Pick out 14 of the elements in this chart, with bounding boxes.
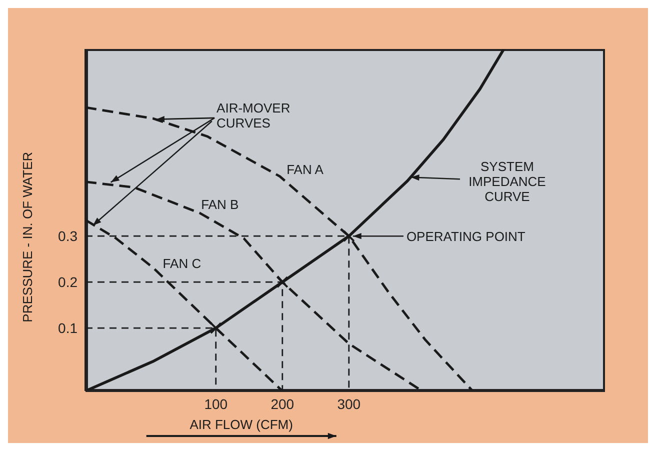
y-tick-label: 0.3 — [58, 228, 78, 244]
x-tick-label: 300 — [337, 396, 361, 412]
y-tick-label: 0.1 — [58, 320, 78, 336]
x-axis-title: AIR FLOW (CFM) — [190, 417, 293, 432]
x-tick-label: 100 — [204, 396, 228, 412]
annotation: FAN A — [286, 162, 324, 177]
annotation: FAN C — [162, 256, 202, 272]
annotation: OPERATING POINT — [406, 229, 526, 244]
y-axis-title: PRESSURE - IN. OF WATER — [20, 152, 35, 322]
y-tick-label: 0.2 — [58, 274, 78, 290]
annotation: SYSTEM IMPEDANCE CURVE — [468, 158, 546, 204]
annotation: FAN B — [201, 196, 239, 212]
annotation: AIR-MOVER CURVES — [216, 100, 290, 131]
x-tick-label: 200 — [270, 396, 294, 412]
